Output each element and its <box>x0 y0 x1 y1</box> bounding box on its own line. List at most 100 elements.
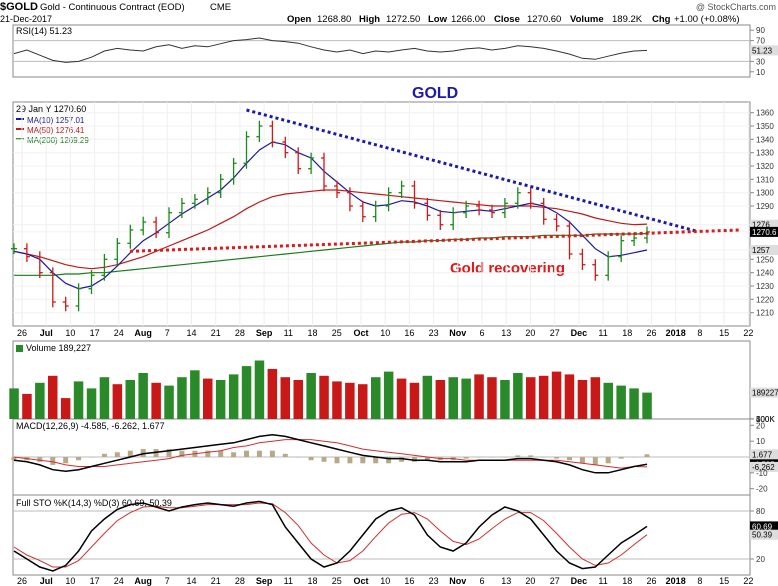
x-axis-label: 18 <box>307 328 317 338</box>
macd-histogram-bar <box>244 450 249 457</box>
price-title: 29 Jan Y 1270.60 <box>16 104 86 114</box>
x-axis-label-bottom: 2018 <box>666 576 686 586</box>
volume-bar <box>267 368 278 419</box>
x-axis-label: Oct <box>353 328 368 338</box>
price-tag-bg <box>750 219 778 230</box>
macd-tag-bg <box>750 461 778 472</box>
sto-tag-bg <box>750 521 778 532</box>
volume-bar <box>306 373 316 419</box>
macd-title: MACD(12,26,9) -4.585, -6.262, 1.677 <box>16 421 165 431</box>
macd-histogram-bar <box>373 457 379 464</box>
x-axis-label: 26 <box>17 328 27 338</box>
x-axis-label: 17 <box>90 328 100 338</box>
sto-tick-label: 60.69 <box>752 522 773 531</box>
x-axis-label: 11 <box>598 328 607 338</box>
volume-bar <box>629 388 639 419</box>
volume-bar <box>642 392 652 419</box>
x-axis-label: 25 <box>332 328 342 338</box>
x-axis-label: 20 <box>525 328 535 338</box>
x-axis-label: 28 <box>235 328 245 338</box>
macd-histogram-bar <box>231 452 237 458</box>
high-label: High <box>359 14 380 25</box>
macd-tick-label: 1.677 <box>752 450 773 459</box>
rsi-line <box>13 37 648 63</box>
x-axis-label-bottom: 22 <box>743 576 753 586</box>
volume-bar <box>177 377 187 419</box>
volume-panel <box>12 340 751 420</box>
macd-histogram-bar <box>89 457 94 458</box>
x-axis-label-bottom: 26 <box>646 576 656 586</box>
macd-histogram-bar <box>127 450 133 457</box>
x-axis-label: 27 <box>550 328 560 338</box>
x-axis-label: 6 <box>479 328 484 338</box>
volume-bar <box>215 380 226 419</box>
volume-bar <box>590 377 601 419</box>
volume-bar <box>9 388 19 419</box>
ma200-legend: MA(200) 1269.29 <box>27 136 89 145</box>
macd-histogram-bar <box>554 457 560 459</box>
volume-bar <box>164 385 174 419</box>
sto-panel <box>12 494 751 576</box>
volume-bar <box>241 366 252 419</box>
volume-bar <box>112 384 123 419</box>
macd-line <box>13 434 648 474</box>
x-axis-label-bottom: Dec <box>571 576 588 586</box>
volume-bar <box>319 375 329 419</box>
volume-bar <box>474 374 484 419</box>
macd-histogram-bar <box>76 457 82 461</box>
volume-bar <box>448 377 458 419</box>
gold-annotation: GOLD <box>412 85 458 102</box>
x-axis-label: 22 <box>743 328 753 338</box>
volume-tick-label: 100K <box>756 415 775 424</box>
volume-tick-label: 189227 <box>752 389 778 398</box>
volume-bar <box>383 371 394 419</box>
volume-bar <box>73 381 84 419</box>
macd-histogram-bar <box>515 455 521 457</box>
volume-value: 189.2K <box>612 14 643 25</box>
x-axis-label-bottom: 18 <box>307 576 317 586</box>
x-axis-label-bottom: 11 <box>598 576 607 586</box>
x-axis-label: 8 <box>697 328 702 338</box>
x-axis-label: 10 <box>65 328 75 338</box>
x-axis-label-bottom: Jul <box>40 576 53 586</box>
x-axis-label-bottom: 28 <box>235 576 245 586</box>
x-axis-label: 18 <box>622 328 632 338</box>
volume-bar <box>513 373 523 419</box>
volume-bar <box>461 378 471 419</box>
rsi-tag-bg <box>750 45 778 56</box>
macd-tick-label: -10 <box>756 469 768 478</box>
macd-histogram-bar <box>386 457 392 464</box>
x-axis-label-bottom: 24 <box>114 576 124 586</box>
rsi-tick-label: 30 <box>756 57 765 66</box>
rsi-tick-label: 90 <box>756 26 765 35</box>
x-axis-label-bottom: 15 <box>719 576 729 586</box>
volume-bar <box>345 382 355 419</box>
rsi-tick-label: 51.23 <box>752 46 773 55</box>
low-value: 1266.00 <box>451 14 485 25</box>
ma10-legend: MA(10) 1257.01 <box>27 116 85 125</box>
rsi-tick-label: 10 <box>756 68 765 77</box>
macd-histogram-bar <box>592 457 598 465</box>
x-axis-label-bottom: 27 <box>550 576 560 586</box>
price-tick-label: 1300 <box>756 189 774 198</box>
volume-bar <box>60 398 71 419</box>
volume-bar <box>538 375 549 419</box>
x-axis-label: 15 <box>719 328 729 338</box>
volume-bar <box>125 380 135 419</box>
macd-histogram-bar <box>424 457 430 461</box>
volume-bar <box>551 371 562 419</box>
volume-bar <box>603 382 613 419</box>
sto-k-line <box>13 500 648 572</box>
volume-tick-label: 300K <box>756 415 775 424</box>
price-tick-label: 1276 <box>752 221 770 230</box>
watermark: @ StockCharts.com <box>696 2 776 12</box>
volume-bar <box>22 393 32 419</box>
macd-histogram-bar <box>37 457 43 462</box>
low-label: Low <box>428 14 448 25</box>
macd-tick-label: -20 <box>756 485 768 494</box>
price-tick-label: 1330 <box>756 149 774 158</box>
price-tick-label: 1360 <box>756 109 774 118</box>
macd-histogram-bar <box>101 453 107 457</box>
ma50-legend: MA(50) 1276.41 <box>27 126 85 135</box>
